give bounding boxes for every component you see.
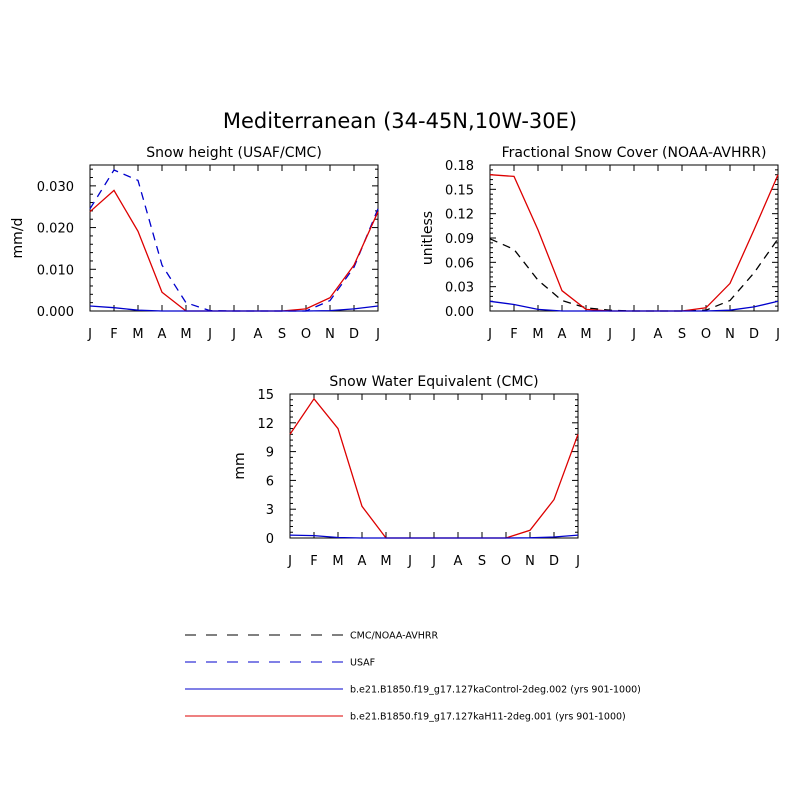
x-tick-label: M xyxy=(380,554,391,569)
y-tick-label: 6 xyxy=(266,474,274,489)
x-tick-label: O xyxy=(301,327,311,342)
plot-frame xyxy=(89,164,379,312)
panel-snow-water-equivalent: Snow Water Equivalent (CMC)J F M A M J J A S O N D J… xyxy=(232,374,580,569)
x-tick-label: J xyxy=(431,554,436,569)
x-tick-label: A xyxy=(454,554,463,569)
x-tick-label: F xyxy=(110,327,117,342)
legend-label: b.e21.B1850.f19_g17.127kaH11-2deg.001 (y… xyxy=(350,712,626,723)
plot-frame xyxy=(289,393,579,539)
x-tick-label: A xyxy=(358,554,367,569)
x-tick-label: J xyxy=(375,327,380,342)
series-line-b-e21-b1850-f19-g17-127kacontrol-2deg-002-yrs-901-1000- xyxy=(489,300,779,312)
panel-snow-height: Snow height (USAF/CMC)J F M A M J J A S O N D J0.000… xyxy=(10,145,380,342)
series-line-usaf xyxy=(89,169,379,312)
x-tick-label: J xyxy=(487,327,492,342)
y-axis-label: mm xyxy=(232,452,248,479)
y-tick-label: 0.15 xyxy=(445,183,474,198)
y-tick-label: 0.030 xyxy=(37,180,74,195)
figure-title: Mediterranean (34-45N,10W-30E) xyxy=(223,109,577,133)
y-tick-label: 0.12 xyxy=(445,208,474,223)
x-tick-label: J xyxy=(287,554,292,569)
series-line-cmc-noaa-avhrr xyxy=(489,238,779,312)
y-axis-label: mm/d xyxy=(10,218,26,259)
x-tick-label: J xyxy=(631,327,636,342)
x-tick-label: O xyxy=(501,554,511,569)
legend-label: CMC/NOAA-AVHRR xyxy=(350,631,438,642)
y-tick-label: 0.020 xyxy=(37,222,74,237)
y-tick-label: 0.18 xyxy=(445,159,474,174)
x-tick-label: M xyxy=(532,327,543,342)
x-tick-label: J xyxy=(207,327,212,342)
x-tick-label: M xyxy=(580,327,591,342)
panels: Snow height (USAF/CMC)J F M A M J J A S O N D J0.000… xyxy=(10,145,780,569)
x-tick-label: S xyxy=(678,327,686,342)
y-tick-label: 0.000 xyxy=(37,305,74,320)
x-tick-label: D xyxy=(349,327,359,342)
y-tick-label: 12 xyxy=(257,417,274,432)
series-line-b-e21-b1850-f19-g17-127kah11-2deg-001-yrs-901-1000- xyxy=(289,397,579,539)
series-line-b-e21-b1850-f19-g17-127kacontrol-2deg-002-yrs-901-1000- xyxy=(89,305,379,312)
x-tick-label: F xyxy=(310,554,317,569)
legend: CMC/NOAA-AVHRR USAF b.e21.B1850.f19_g17.12… xyxy=(185,631,641,723)
panel-fractional-snow-cover: Fractional Snow Cover (NOAA-AVHRR)J F M A M J… xyxy=(420,145,780,342)
legend-label: b.e21.B1850.f19_g17.127kaControl-2deg.00… xyxy=(350,685,641,696)
x-tick-label: J xyxy=(775,327,780,342)
x-tick-label: N xyxy=(325,327,335,342)
plot-frame xyxy=(489,164,779,312)
x-tick-label: J xyxy=(607,327,612,342)
panel-title: Snow Water Equivalent (CMC) xyxy=(329,374,538,390)
y-tick-label: 3 xyxy=(266,503,274,518)
y-tick-label: 0.00 xyxy=(445,305,474,320)
y-tick-label: 0.03 xyxy=(445,281,474,296)
series-line-b-e21-b1850-f19-g17-127kacontrol-2deg-002-yrs-901-1000- xyxy=(289,534,579,539)
x-tick-label: J xyxy=(87,327,92,342)
x-tick-label: N xyxy=(525,554,535,569)
legend-label: USAF xyxy=(350,658,375,669)
x-tick-label: A xyxy=(158,327,167,342)
x-tick-label: O xyxy=(701,327,711,342)
x-tick-label: J xyxy=(575,554,580,569)
series-line-b-e21-b1850-f19-g17-127kah11-2deg-001-yrs-901-1000- xyxy=(489,174,779,312)
x-tick-label: D xyxy=(749,327,759,342)
panel-title: Fractional Snow Cover (NOAA-AVHRR) xyxy=(502,145,767,161)
x-tick-label: J xyxy=(231,327,236,342)
x-tick-label: S xyxy=(278,327,286,342)
x-tick-label: M xyxy=(132,327,143,342)
x-tick-label: A xyxy=(558,327,567,342)
y-tick-label: 9 xyxy=(266,446,274,461)
y-tick-label: 15 xyxy=(257,388,274,403)
panel-title: Snow height (USAF/CMC) xyxy=(146,145,322,161)
series-line-b-e21-b1850-f19-g17-127kah11-2deg-001-yrs-901-1000- xyxy=(89,189,379,312)
x-tick-label: D xyxy=(549,554,559,569)
x-tick-label: S xyxy=(478,554,486,569)
y-tick-label: 0.09 xyxy=(445,232,474,247)
x-tick-label: F xyxy=(510,327,517,342)
x-tick-label: A xyxy=(654,327,663,342)
x-tick-label: J xyxy=(407,554,412,569)
x-tick-label: N xyxy=(725,327,735,342)
y-tick-label: 0 xyxy=(266,532,274,547)
y-tick-label: 0.010 xyxy=(37,263,74,278)
y-tick-label: 0.06 xyxy=(445,256,474,271)
x-tick-label: M xyxy=(332,554,343,569)
x-tick-label: M xyxy=(180,327,191,342)
x-tick-label: A xyxy=(254,327,263,342)
y-axis-label: unitless xyxy=(420,211,436,265)
